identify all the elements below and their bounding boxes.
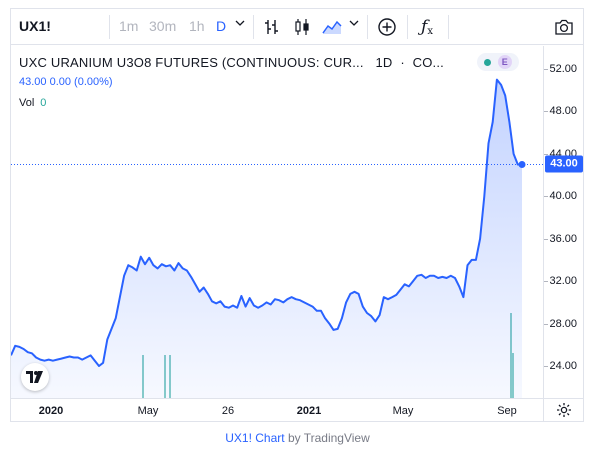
price-tick-mark bbox=[544, 111, 548, 113]
time-axis[interactable]: 2020 May 26 2021 May Sep bbox=[11, 398, 543, 421]
chart-plot-area[interactable] bbox=[10, 46, 543, 398]
legend-interval: 1D bbox=[375, 55, 393, 70]
legend-values: 43.00 0.00 (0.00%) bbox=[19, 76, 113, 88]
price-tick-mark bbox=[544, 366, 548, 367]
chart-link[interactable]: UX1! Chart bbox=[225, 431, 285, 445]
toolbar-divider bbox=[109, 15, 110, 39]
time-tick-label: Sep bbox=[497, 405, 517, 417]
price-area-fill bbox=[11, 79, 522, 398]
toolbar-divider bbox=[448, 15, 449, 39]
price-series-line bbox=[10, 78, 522, 367]
interval-1m[interactable]: 1m bbox=[119, 18, 139, 34]
price-tick-label: 40.00 bbox=[549, 190, 577, 203]
volume-value: 0 bbox=[40, 97, 47, 109]
legend-separator: · bbox=[400, 55, 405, 70]
by-tradingview-text: by TradingView bbox=[287, 431, 370, 445]
price-axis[interactable]: 52.00 48.00 44.00 40.00 36.00 32.00 28.00 24.00… bbox=[543, 46, 583, 398]
legend-exchange: CO... bbox=[412, 55, 444, 70]
volume-label: Vol bbox=[19, 97, 35, 109]
time-tick-label: May bbox=[137, 405, 159, 417]
price-tick-mark bbox=[544, 69, 548, 70]
price-tick-mark bbox=[544, 238, 548, 240]
price-tick-mark bbox=[544, 153, 548, 155]
footer-attribution: UX1! Chart by TradingView bbox=[0, 431, 595, 445]
bar-chart-type-icon[interactable] bbox=[261, 14, 283, 40]
chart-type-dropdown-chevron-icon[interactable] bbox=[349, 17, 359, 31]
legend-volume[interactable]: Vol 0 bbox=[19, 97, 46, 109]
time-tick-label: 2020 bbox=[38, 405, 64, 417]
last-price-dot bbox=[518, 160, 526, 168]
market-status-dot-icon bbox=[484, 58, 492, 66]
time-tick-label: 26 bbox=[221, 405, 235, 417]
chart-settings-gear-icon[interactable] bbox=[543, 398, 583, 421]
current-price-label: 43.00 bbox=[545, 155, 583, 173]
events-badge: E bbox=[497, 55, 512, 69]
candles-chart-type-icon[interactable] bbox=[291, 14, 313, 40]
price-tick-label: 28.00 bbox=[549, 317, 577, 330]
interval-d[interactable]: D bbox=[216, 18, 227, 34]
interval-dropdown-chevron-icon[interactable] bbox=[235, 17, 245, 31]
legend-badges[interactable]: E bbox=[477, 53, 519, 71]
tradingview-logo-icon[interactable] bbox=[21, 363, 49, 391]
legend-symbol-description: UXC URANIUM U3O8 FUTURES (CONTINUOUS: CU… bbox=[19, 55, 364, 70]
toolbar-divider bbox=[253, 15, 254, 39]
interval-30m[interactable]: 30m bbox=[149, 18, 177, 34]
toolbar-divider bbox=[407, 15, 408, 39]
price-tick-mark bbox=[544, 196, 548, 198]
symbol-name[interactable]: UX1! bbox=[19, 18, 51, 34]
compare-add-icon[interactable] bbox=[375, 14, 399, 40]
camera-screenshot-icon[interactable] bbox=[551, 14, 577, 40]
chart-svg bbox=[10, 78, 543, 398]
price-tick-label: 52.00 bbox=[549, 63, 577, 75]
price-tick-mark bbox=[544, 281, 548, 283]
price-tick-label: 48.00 bbox=[549, 105, 577, 118]
time-tick-label: May bbox=[392, 405, 414, 417]
legend-title[interactable]: UXC URANIUM U3O8 FUTURES (CONTINUOUS: CU… bbox=[19, 55, 444, 70]
area-chart-type-icon[interactable] bbox=[321, 14, 343, 40]
interval-1h[interactable]: 1h bbox=[189, 18, 205, 34]
time-tick-label: 2021 bbox=[296, 405, 322, 417]
price-tick-label: 24.00 bbox=[549, 360, 577, 372]
price-tick-mark bbox=[544, 323, 548, 325]
price-tick-label: 36.00 bbox=[549, 232, 577, 245]
toolbar-divider bbox=[367, 15, 368, 39]
price-tick-label: 32.00 bbox=[549, 275, 577, 288]
